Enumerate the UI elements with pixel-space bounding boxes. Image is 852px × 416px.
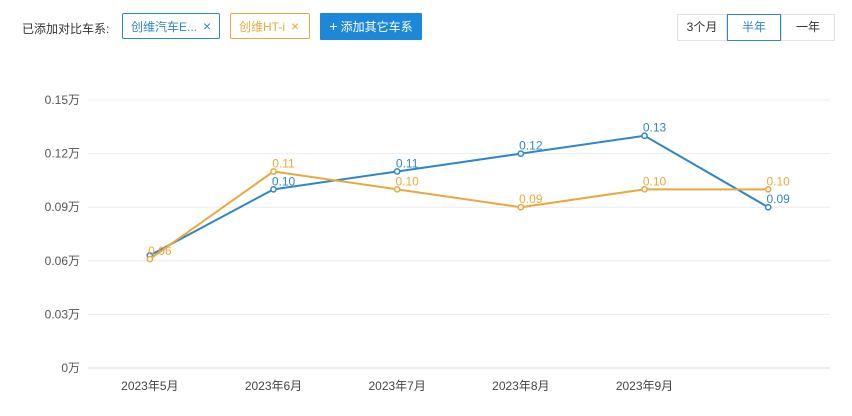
data-label: 0.10: [272, 174, 296, 188]
compare-tag-skyworth-ht-i[interactable]: 创维HT-i ×: [230, 13, 310, 39]
range-option-half-year[interactable]: 半年: [727, 14, 781, 41]
data-label: 0.11: [272, 156, 295, 170]
data-point: [517, 150, 525, 157]
data-label: 0.09: [519, 192, 543, 206]
data-point: [641, 132, 648, 140]
data-label: 0.12: [519, 139, 543, 153]
compare-label: 已添加对比车系:: [22, 22, 110, 36]
data-label: 0.10: [395, 174, 419, 188]
compare-tag-skyworth-e[interactable]: 创维汽车E... ×: [122, 13, 220, 39]
data-point: [764, 203, 772, 211]
data-label: 0.10: [643, 174, 667, 188]
x-tick-label: 2023年9月: [616, 379, 673, 393]
close-icon[interactable]: ×: [291, 18, 300, 34]
toolbar: 已添加对比车系: 创维汽车E... × 创维HT-i × + 添加其它车系 3个月 半…: [0, 0, 852, 56]
tag-label: 创维HT-i: [239, 20, 285, 34]
y-tick-label: 0.12万: [45, 147, 80, 161]
series-line: [149, 170, 769, 260]
data-point: [641, 185, 648, 193]
x-tick-label: 2023年5月: [121, 379, 178, 393]
series-line: [149, 134, 769, 257]
plus-icon: +: [329, 18, 338, 34]
data-point: [146, 255, 154, 263]
close-icon[interactable]: ×: [203, 18, 212, 34]
data-label: 0.06: [148, 244, 172, 258]
x-tick-label: 2023年7月: [368, 379, 425, 393]
data-point: [270, 185, 277, 193]
data-point: [764, 185, 772, 193]
data-label: 0.09: [766, 192, 790, 206]
data-label: 0.11: [396, 156, 419, 170]
y-tick-label: 0.06万: [45, 254, 80, 268]
y-tick-label: 0.09万: [45, 200, 80, 214]
time-range-selector: 3个月 半年 一年: [677, 14, 835, 41]
y-tick-label: 0万: [61, 361, 80, 375]
x-tick-label: 2023年8月: [492, 379, 549, 393]
data-point: [393, 185, 401, 193]
data-point: [517, 203, 525, 211]
chart-canvas: 0万 0.03万 0.06万 0.09万 0.12万 0.15万 2023年5月 2023年6…: [45, 93, 830, 393]
data-point: [393, 168, 401, 175]
line-chart: 0万 0.03万 0.06万 0.09万 0.12万 0.15万 2023年5月 2023年6…: [0, 56, 852, 411]
range-option-one-year[interactable]: 一年: [781, 14, 835, 41]
tag-label: 创维汽车E...: [131, 20, 198, 34]
data-label: 0.10: [766, 174, 790, 188]
y-tick-label: 0.03万: [45, 307, 80, 321]
add-series-button[interactable]: + 添加其它车系: [320, 13, 422, 40]
x-tick-label: 2023年6月: [245, 379, 302, 393]
y-tick-label: 0.15万: [45, 93, 80, 107]
data-label: 0.13: [643, 121, 667, 135]
range-option-3-months[interactable]: 3个月: [677, 14, 727, 41]
add-series-label: 添加其它车系: [340, 20, 413, 34]
data-point: [270, 168, 277, 175]
